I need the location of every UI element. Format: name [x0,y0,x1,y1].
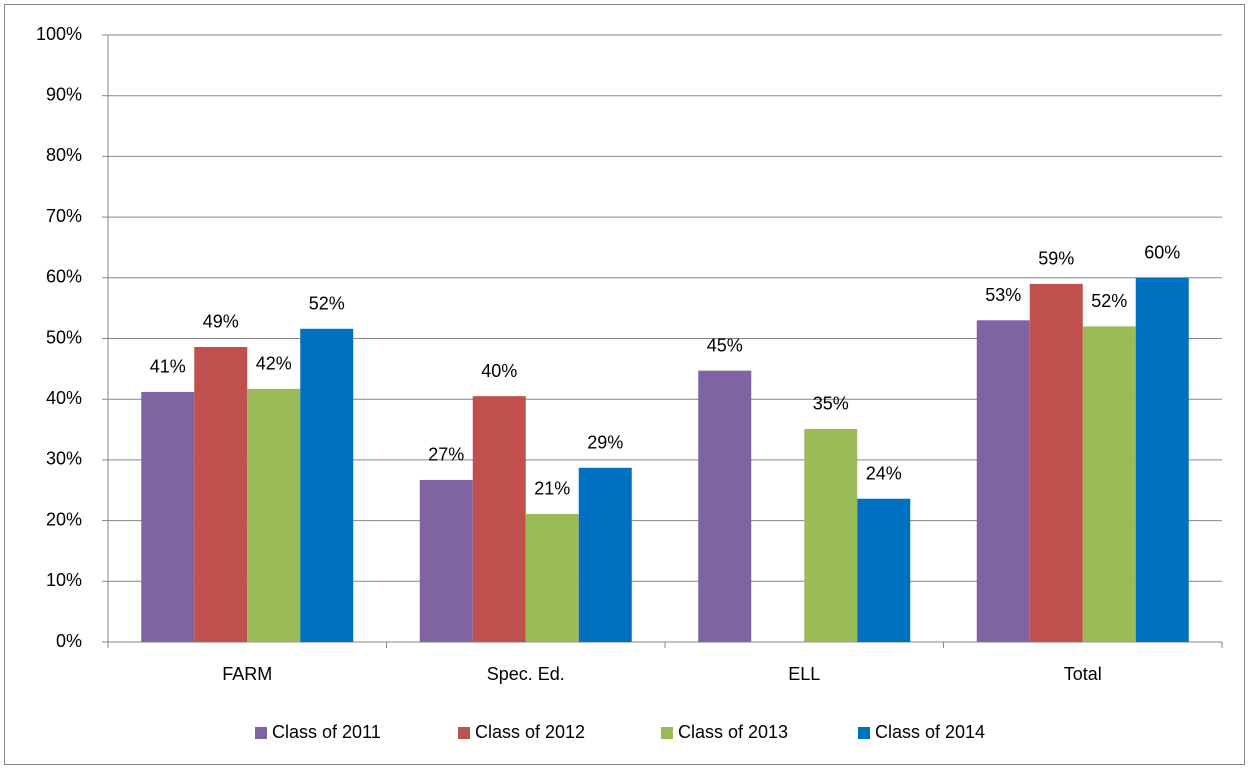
legend-label: Class of 2011 [272,722,381,742]
y-tick-label: 0% [56,631,82,651]
data-label: 42% [256,354,292,374]
legend-label: Class of 2012 [475,722,585,742]
bar [976,320,1030,642]
y-tick-label: 50% [46,327,82,347]
bar [1135,277,1189,642]
data-label: 52% [1091,291,1127,311]
bar [578,467,632,642]
legend-label: Class of 2014 [875,722,985,742]
legend-swatch [255,727,267,739]
bar [857,498,911,642]
x-tick-label: Total [1064,664,1102,684]
x-tick-label: FARM [222,664,272,684]
bar [698,370,752,642]
data-label: 27% [428,445,464,465]
legend-swatch [858,727,870,739]
y-tick-label: 90% [46,84,82,104]
data-label: 35% [813,394,849,414]
y-tick-label: 30% [46,449,82,469]
x-tick-label: Spec. Ed. [487,664,565,684]
data-label: 21% [534,479,570,499]
data-label: 29% [587,433,623,453]
bar [141,391,195,642]
data-label: 41% [150,357,186,377]
bar [247,388,301,642]
bar [419,479,473,642]
x-tick-label: ELL [788,664,820,684]
y-tick-label: 10% [46,570,82,590]
data-label: 40% [481,361,517,381]
y-tick-label: 70% [46,206,82,226]
bar [1082,326,1136,642]
y-tick-label: 100% [36,24,82,44]
bar [194,346,248,642]
legend-swatch [661,727,673,739]
data-label: 60% [1144,243,1180,263]
y-tick-label: 60% [46,267,82,287]
data-label: 24% [866,463,902,483]
data-label: 45% [707,335,743,355]
data-label: 49% [203,312,239,332]
y-tick-label: 20% [46,509,82,529]
bar [300,328,354,642]
bar [525,513,579,642]
legend-label: Class of 2013 [678,722,788,742]
y-tick-label: 40% [46,388,82,408]
data-label: 59% [1038,249,1074,269]
bar [472,396,526,642]
bar [804,428,858,642]
y-tick-label: 80% [46,145,82,165]
data-label: 52% [309,294,345,314]
legend-swatch [458,727,470,739]
bar [1029,283,1083,642]
data-label: 53% [985,285,1021,305]
